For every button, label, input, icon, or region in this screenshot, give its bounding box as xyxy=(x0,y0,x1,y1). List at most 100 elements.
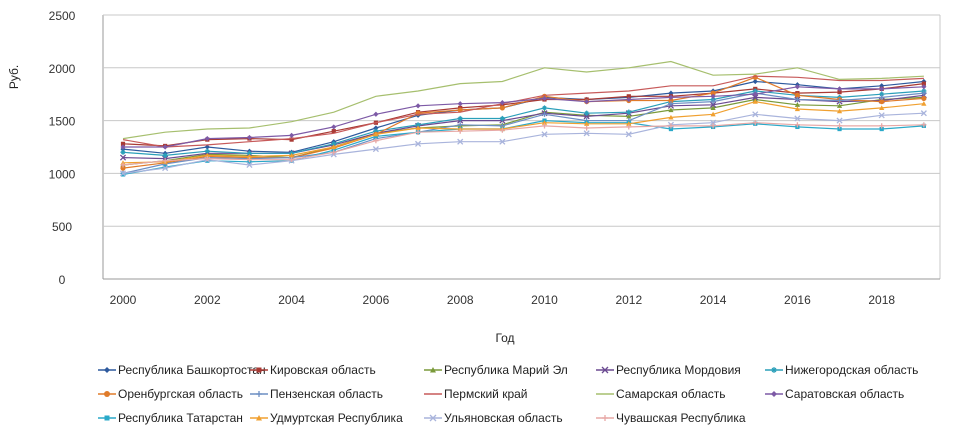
data-point xyxy=(162,152,168,159)
legend-marker xyxy=(602,415,608,421)
y-tick-label: 1500 xyxy=(49,115,76,129)
data-point xyxy=(668,97,674,104)
legend-item: Ульяновская область xyxy=(424,411,563,425)
series-line xyxy=(122,92,924,174)
legend-label: Ульяновская область xyxy=(444,411,563,425)
series-8 xyxy=(122,75,924,148)
data-point xyxy=(626,121,632,126)
data-point xyxy=(921,84,927,90)
legend-item: Республика Башкортостан xyxy=(98,363,266,377)
data-point xyxy=(499,100,505,106)
x-axis-title: Год xyxy=(495,331,514,345)
series-line xyxy=(122,100,924,164)
data-point xyxy=(457,128,463,134)
series-line xyxy=(122,90,924,157)
data-point xyxy=(499,127,505,133)
series-12 xyxy=(120,98,927,165)
y-tick-label: 1000 xyxy=(49,167,76,181)
data-point xyxy=(289,132,295,138)
data-point xyxy=(794,92,801,98)
legend-label: Саратовская область xyxy=(785,387,904,401)
data-point xyxy=(794,84,800,90)
data-point xyxy=(331,144,337,150)
data-point xyxy=(668,107,674,113)
data-point xyxy=(668,101,674,107)
data-point xyxy=(710,111,716,117)
data-point xyxy=(584,110,590,116)
data-point xyxy=(794,106,800,112)
data-point xyxy=(921,81,926,86)
data-point xyxy=(710,119,717,126)
data-point xyxy=(668,126,674,132)
y-tick-label: 0 xyxy=(59,273,66,287)
data-point xyxy=(331,124,337,130)
data-point xyxy=(794,102,800,107)
x-tick-label: 2000 xyxy=(110,293,137,307)
data-point xyxy=(499,115,505,122)
data-point xyxy=(837,89,842,95)
legend-item: Пермский край xyxy=(424,387,528,401)
legend-label: Пензенская область xyxy=(270,387,383,401)
series-line xyxy=(122,76,924,169)
data-point xyxy=(541,120,548,125)
data-point xyxy=(836,103,843,108)
data-point xyxy=(626,113,632,119)
x-tick-label: 2018 xyxy=(868,293,895,307)
y-axis-title: Руб. xyxy=(7,65,21,89)
data-point xyxy=(415,125,421,131)
data-point xyxy=(163,164,168,170)
legend-item: Нижегородская область xyxy=(765,363,918,377)
data-point xyxy=(710,101,717,108)
x-tick-label: 2004 xyxy=(278,293,305,307)
data-point xyxy=(499,105,505,111)
data-point xyxy=(204,148,210,154)
data-point xyxy=(415,122,421,128)
data-point xyxy=(289,157,295,163)
data-point xyxy=(541,105,548,111)
data-point xyxy=(331,149,337,155)
legend-marker xyxy=(771,391,777,397)
data-point xyxy=(373,138,379,144)
legend-label: Республика Татарстан xyxy=(118,411,243,425)
data-point xyxy=(331,141,337,147)
data-point xyxy=(752,120,758,126)
data-point xyxy=(204,144,210,150)
legend-marker xyxy=(104,391,110,397)
legend-marker xyxy=(256,367,262,373)
legend-label: Чувашская Республика xyxy=(616,411,746,425)
data-point xyxy=(752,91,758,97)
x-tick-label: 2002 xyxy=(194,293,221,307)
data-point xyxy=(921,101,927,106)
data-point xyxy=(710,93,716,99)
data-point xyxy=(162,165,169,172)
data-point xyxy=(836,117,843,124)
data-point xyxy=(246,150,253,156)
data-point xyxy=(499,138,506,145)
data-point xyxy=(710,90,716,96)
data-point xyxy=(541,95,548,102)
data-point xyxy=(626,109,632,115)
series-7 xyxy=(120,90,927,176)
data-point xyxy=(710,123,716,129)
legend-marker xyxy=(104,367,110,373)
gridlines xyxy=(102,14,941,280)
data-point xyxy=(204,152,210,158)
data-point xyxy=(878,112,885,119)
data-point xyxy=(204,135,210,142)
data-point xyxy=(921,90,927,96)
legend-label: Пермский край xyxy=(444,387,528,401)
legend-marker xyxy=(104,415,110,421)
data-point xyxy=(246,157,253,163)
data-point xyxy=(584,121,590,126)
data-point xyxy=(373,111,379,117)
series-10 xyxy=(120,84,927,150)
x-tick-label: 2016 xyxy=(784,293,811,307)
data-point xyxy=(921,95,927,102)
data-point xyxy=(584,125,590,131)
data-point xyxy=(626,96,632,103)
series-line xyxy=(122,60,924,140)
data-point xyxy=(836,97,843,104)
y-tick-label: 2500 xyxy=(49,9,76,23)
data-point xyxy=(373,134,378,139)
